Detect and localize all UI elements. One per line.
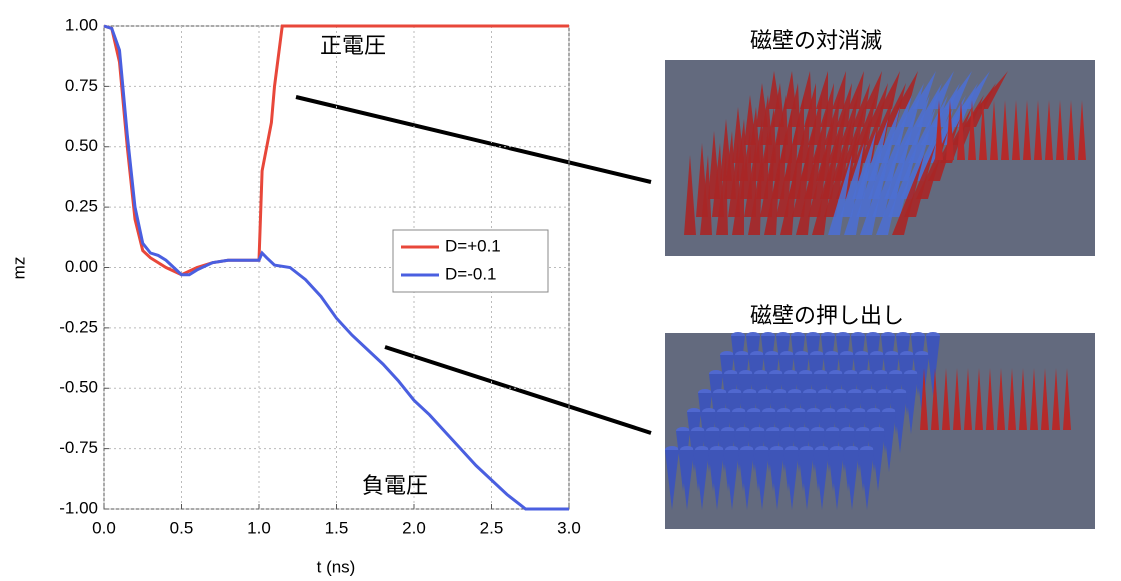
y-tick-label: -0.25 [59,317,98,336]
x-tick-label: 0.0 [92,518,116,537]
y-axis-label: mz [9,257,28,280]
annotation: 磁壁の押し出し [750,304,904,329]
y-tick-label: -0.50 [59,378,98,397]
y-tick-label: 0.25 [65,197,98,216]
y-tick-label: -1.00 [59,498,98,517]
y-tick-label: -0.75 [59,438,98,457]
y-tick-label: 1.00 [65,15,98,34]
x-tick-label: 2.5 [480,518,504,537]
legend-label: D=-0.1 [445,264,497,283]
x-axis-label: t (ns) [317,557,356,576]
y-tick-label: 0.50 [65,136,98,155]
pointer-line [385,347,651,433]
legend-label: D=+0.1 [445,236,501,255]
pointer-line [296,97,651,182]
x-tick-label: 0.5 [170,518,194,537]
x-tick-label: 1.0 [247,518,271,537]
annotation: 正電圧 [320,34,386,59]
figure: 正電圧 負電圧 磁壁の対消滅 磁壁の押し出し t (ns) mz 0.0 0.5 1… [0,0,1121,581]
x-tick-label: 2.0 [402,518,426,537]
x-tick-label: 1.5 [325,518,349,537]
y-tick-label: 0.00 [65,257,98,276]
y-tick-label: 0.75 [65,76,98,95]
x-tick-label: 3.0 [557,518,581,537]
annotation: 磁壁の対消滅 [750,29,882,54]
annotation: 負電圧 [362,474,428,499]
